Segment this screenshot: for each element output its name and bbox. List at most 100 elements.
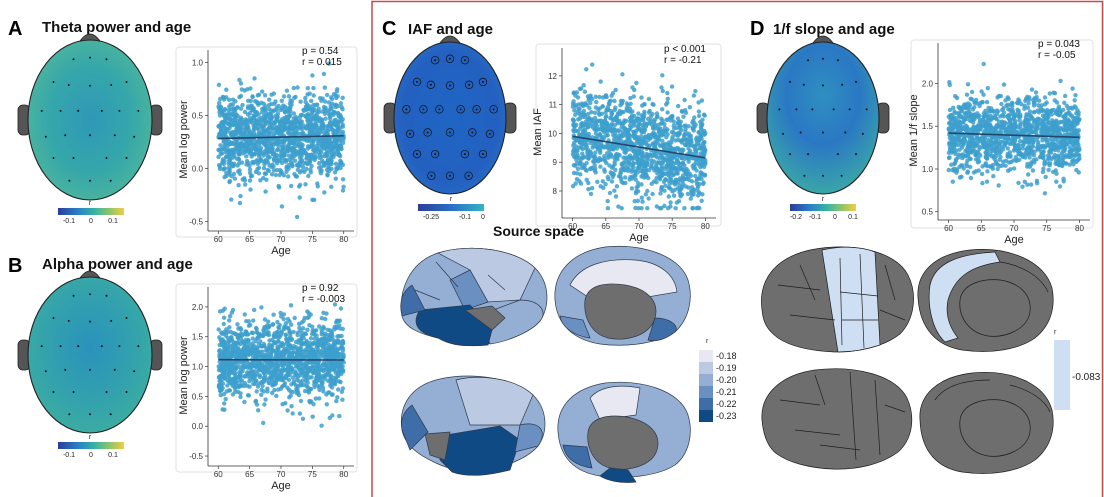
x-axis-label: Age <box>271 245 291 257</box>
scatter-point <box>600 179 605 184</box>
scatter-point <box>317 387 322 393</box>
scatter-point <box>266 319 271 324</box>
scatter-point <box>299 154 304 159</box>
scatter-point <box>309 365 314 371</box>
electrode-dot <box>125 316 128 319</box>
scatter-point <box>231 130 236 136</box>
electrode-dot <box>822 84 824 87</box>
panel-a-title: Theta power and age <box>42 19 191 36</box>
scatter-point <box>252 142 257 147</box>
electrode-dot <box>109 413 112 416</box>
y-tick-label: 1.5 <box>192 333 204 342</box>
scatter-point <box>269 343 274 348</box>
scatter-point <box>304 114 309 120</box>
scatter-point <box>310 324 315 329</box>
scatter-point <box>680 179 685 184</box>
electrode-dot <box>840 174 843 177</box>
scatter-point <box>266 106 272 112</box>
scatter-point <box>298 328 303 333</box>
x-tick-label: 60 <box>214 235 223 244</box>
scatter-point <box>660 118 665 123</box>
electrode-dot <box>59 109 62 112</box>
scatter-point <box>297 195 302 200</box>
scatter-point <box>299 158 305 163</box>
scatter-point <box>252 373 257 378</box>
y-tick-label: 8 <box>553 187 558 196</box>
scatter-point <box>287 157 292 162</box>
scatter-point <box>623 175 628 180</box>
scatter-point <box>678 147 683 153</box>
scatter-point <box>304 103 310 108</box>
scatter-point <box>302 315 307 321</box>
scatter-point <box>329 95 334 100</box>
scatter-point <box>228 344 233 349</box>
scalp-map <box>27 39 153 201</box>
electrode-dot <box>105 157 108 159</box>
scatter-point <box>319 379 324 385</box>
scatter-point <box>322 190 327 195</box>
scatter-point <box>304 360 310 365</box>
y-tick-label: -0.5 <box>189 218 203 227</box>
scatter-point <box>593 128 599 133</box>
electrode-ring <box>489 105 498 114</box>
panel-a-letter: A <box>8 18 22 40</box>
scatter-point <box>1043 174 1048 180</box>
scatter-point <box>340 122 345 127</box>
electrode-dot <box>488 132 491 135</box>
scatter-point <box>274 167 280 173</box>
scatter-point <box>310 414 315 419</box>
scatter-point <box>570 101 576 106</box>
scatter-point <box>246 319 251 324</box>
scatter-point <box>702 113 707 118</box>
electrode-dot <box>802 83 805 86</box>
scatter-point <box>266 168 271 174</box>
scatter-point <box>238 333 243 339</box>
scatter-point <box>262 107 268 112</box>
scatter-point <box>586 111 591 117</box>
scatter-point <box>230 148 235 154</box>
scatter-point <box>293 152 299 157</box>
electrode-ring <box>465 80 474 89</box>
scatter-point <box>270 337 275 343</box>
scatter-point <box>269 172 275 177</box>
scatter-point <box>597 94 602 100</box>
scatter-point <box>290 127 296 132</box>
scatter-point <box>271 312 276 317</box>
scatter-point <box>263 364 268 369</box>
scatter-point <box>339 146 344 152</box>
scatter-point <box>305 146 311 151</box>
electrode-dot <box>782 132 785 135</box>
scatter-point <box>319 348 324 354</box>
scatter-point <box>271 142 276 148</box>
scatter-point <box>244 370 250 375</box>
scatter-point <box>660 88 665 94</box>
scatter-point <box>236 145 241 150</box>
scatter-point <box>235 163 240 168</box>
scatter-point <box>242 399 247 405</box>
electrode-dot <box>492 108 495 111</box>
x-tick-label: 70 <box>277 470 286 479</box>
scatter-point <box>291 379 296 384</box>
scatter-point <box>261 420 266 426</box>
scatter-point <box>284 121 289 126</box>
scatter-point <box>295 353 300 358</box>
scatter-point <box>259 392 264 397</box>
scatter-point <box>1031 103 1037 108</box>
scatter-point <box>669 84 675 89</box>
x-tick-label: 75 <box>308 470 317 479</box>
scatter-point <box>337 367 342 373</box>
scatter-point <box>659 164 664 169</box>
scatter-point <box>592 110 598 116</box>
scatter-point <box>295 85 300 90</box>
scatter-point <box>1034 178 1040 183</box>
scatter-point <box>283 159 288 164</box>
scatter-point <box>1067 162 1072 167</box>
scatter-point <box>218 388 223 394</box>
electrode-dot <box>481 153 484 156</box>
scatter-point <box>245 351 250 356</box>
y-tick-label: -0.5 <box>189 452 203 461</box>
scatter-point <box>328 159 334 164</box>
scatter-point <box>338 143 343 148</box>
scatter-point <box>312 328 317 333</box>
electrode-ring <box>478 149 488 159</box>
